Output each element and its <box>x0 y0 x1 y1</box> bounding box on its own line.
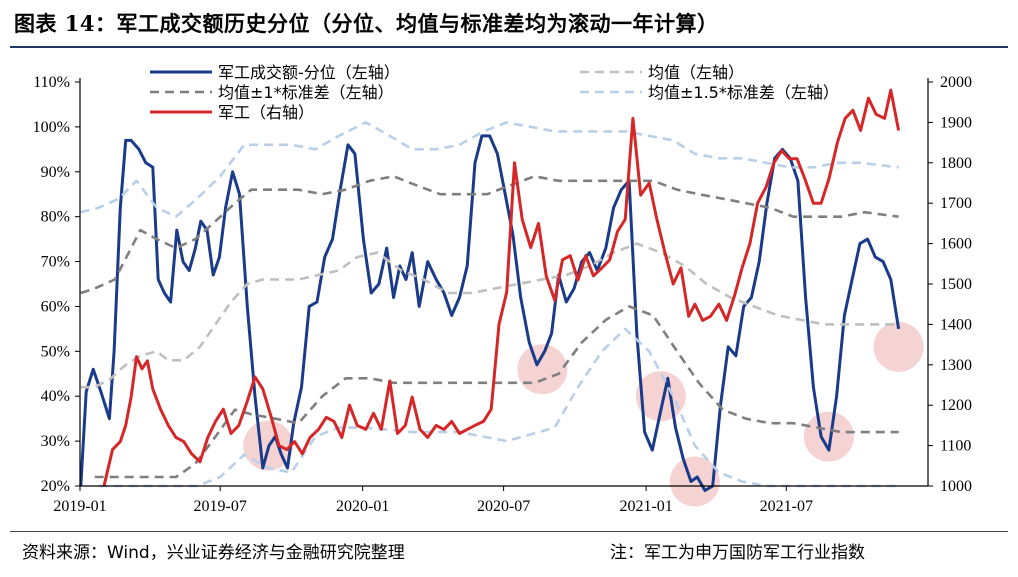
left-tick-label: 20% <box>41 478 70 495</box>
right-tick-label: 1800 <box>940 155 972 172</box>
right-tick-label: 1000 <box>940 478 972 495</box>
right-tick-label: 1500 <box>940 276 972 293</box>
legend-label-3: 均值±1*标准差（左轴） <box>218 83 394 102</box>
chart: 20% 30% 40% 50% 60% 70% 80% 90% 100% 110% 1000 1100… <box>33 63 972 515</box>
highlight-marker-5 <box>803 411 854 462</box>
left-tick-label: 60% <box>41 298 70 315</box>
legend-label-4: 均值±1.5*标准差（左轴） <box>648 83 839 102</box>
x-tick-label: 2019-07 <box>194 498 247 515</box>
right-tick-label: 1700 <box>940 195 972 212</box>
legend: 军工成交额-分位（左轴） 均值（左轴） 均值±1*标准差（左轴） 均值±1.5*标准差… <box>150 63 839 122</box>
left-tick-label: 80% <box>41 209 70 226</box>
left-tick-label: 100% <box>33 119 70 136</box>
left-tick-label: 50% <box>41 343 70 360</box>
right-tick-label: 1900 <box>940 114 972 131</box>
left-tick-label: 70% <box>41 254 70 271</box>
title-rule <box>10 46 1008 48</box>
right-tick-label: 1400 <box>940 316 972 333</box>
left-tick-label: 30% <box>41 433 70 450</box>
highlight-marker-4 <box>669 456 720 507</box>
series-line-5 <box>102 88 901 487</box>
index-note: 注：军工为申万国防军工行业指数 <box>610 543 865 563</box>
right-tick-label: 1300 <box>940 357 972 374</box>
legend-label-5: 军工（右轴） <box>218 103 314 122</box>
right-tick-label: 2000 <box>940 74 972 91</box>
series-line-4 <box>80 121 899 488</box>
figure-title: 图表 14：军工成交额历史分位（分位、均值与标准差均为滚动一年计算） <box>14 11 719 36</box>
x-tick-label: 2019-01 <box>53 498 106 515</box>
series-line-2 <box>80 242 899 389</box>
series-line-3 <box>80 175 899 479</box>
left-tick-label: 90% <box>41 164 70 181</box>
left-tick-label: 110% <box>33 74 70 91</box>
right-tick-label: 1200 <box>940 397 972 414</box>
x-tick-label: 2021-01 <box>619 498 672 515</box>
legend-label-2: 均值（左轴） <box>648 63 744 82</box>
bottom-rule <box>10 531 1008 532</box>
axes: 20% 30% 40% 50% 60% 70% 80% 90% 100% 110% 1000 1100… <box>33 74 972 515</box>
x-tick-label: 2020-01 <box>336 498 389 515</box>
legend-label-1: 军工成交额-分位（左轴） <box>218 63 400 82</box>
series-line-1 <box>79 134 901 492</box>
x-tick-label: 2021-07 <box>760 498 813 515</box>
highlight-markers <box>243 321 924 507</box>
left-tick-label: 40% <box>41 388 70 405</box>
source-note: 资料来源：Wind，兴业证券经济与金融研究院整理 <box>22 543 405 563</box>
highlight-marker-2 <box>517 344 568 395</box>
right-tick-label: 1600 <box>940 236 972 253</box>
series-lines <box>79 88 901 492</box>
x-tick-label: 2020-07 <box>477 498 530 515</box>
right-tick-label: 1100 <box>940 438 971 455</box>
highlight-marker-6 <box>873 321 924 372</box>
